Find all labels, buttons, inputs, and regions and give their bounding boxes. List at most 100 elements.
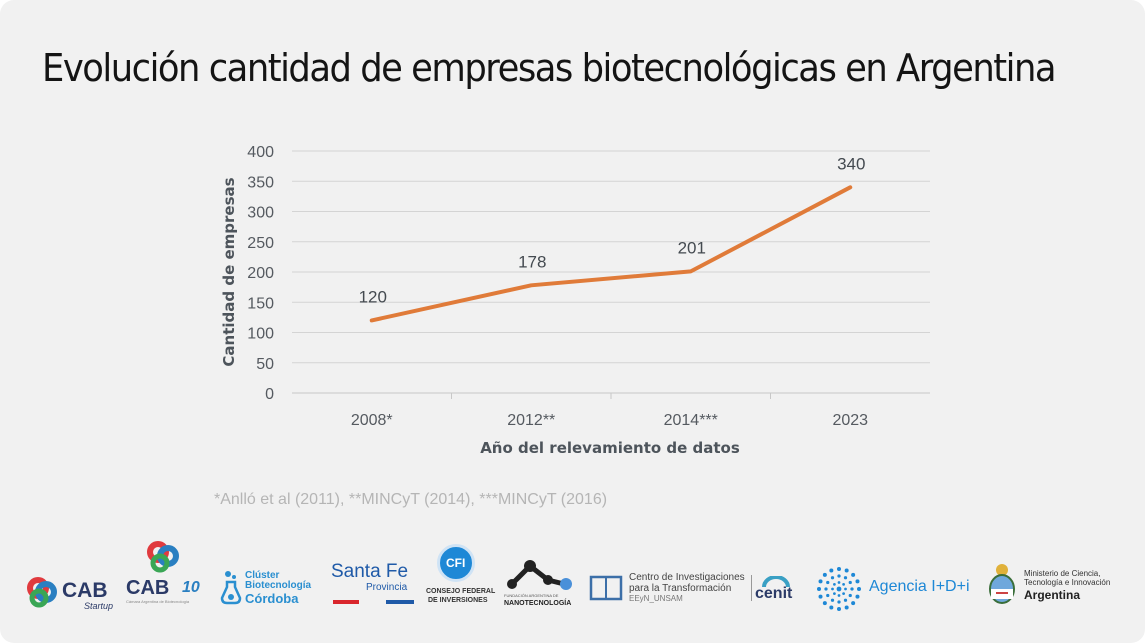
cfi-logo: CFI CONSEJO FEDERAL DE INVERSIONES <box>426 544 495 610</box>
y-tick-label: 200 <box>247 265 274 282</box>
agencia-dot <box>842 583 845 586</box>
agencia-dot <box>850 587 854 591</box>
agencia-dot <box>826 593 830 598</box>
y-axis-ticks: 0 50 100 150 200 250 300 350 400 <box>247 144 274 403</box>
ministerio-logo: Ministerio de Ciencia, Tecnología e Inno… <box>986 562 1126 610</box>
data-label: 340 <box>837 154 865 173</box>
y-tick-label: 350 <box>247 174 274 191</box>
sponsor-logos: CAB Startup CAB 10 Cámara Argentina de B… <box>0 538 1145 618</box>
ministerio-line3: Argentina <box>1024 588 1081 602</box>
agencia-dot <box>857 587 861 591</box>
cenit-line3: EEyN_UNSAM <box>629 594 683 603</box>
chart-data-labels: 120 178 201 340 <box>359 154 866 306</box>
chart-series <box>369 185 853 323</box>
agencia-dot <box>848 580 852 585</box>
agencia-dot <box>837 567 841 571</box>
agencia-dot <box>851 572 856 577</box>
cluster-logo: Clúster Biotecnología Córdoba <box>219 570 323 610</box>
x-axis-title: Año del relevamiento de datos <box>480 439 740 457</box>
cenit-divider <box>751 575 752 601</box>
y-tick-label: 0 <box>265 386 274 403</box>
cluster-line2: Biotecnología <box>245 580 312 591</box>
y-tick-label: 150 <box>247 295 274 312</box>
agencia-dot <box>818 594 823 599</box>
x-axis-ticks: 2008* 2012** 2014*** 2023 <box>351 393 868 429</box>
agencia-dot <box>836 586 842 592</box>
cenit-line2: para la Transformación <box>629 583 732 594</box>
agencia-dot <box>837 607 841 611</box>
agencia-dot <box>837 574 841 578</box>
y-tick-label: 300 <box>247 205 274 222</box>
flask-icon <box>220 571 242 605</box>
agencia-dot <box>843 576 848 580</box>
data-point <box>371 319 373 321</box>
agencia-dot <box>830 598 835 602</box>
santa-fe-stripe-blue <box>386 600 414 604</box>
santa-fe-line2: Provincia <box>366 582 408 593</box>
data-point <box>690 270 692 272</box>
agencia-dot <box>824 587 828 591</box>
santa-fe-line1: Santa Fe <box>331 561 409 582</box>
cenit-line1: Centro de Investigaciones <box>629 572 745 583</box>
nanotec-icon <box>507 560 572 590</box>
data-label: 201 <box>678 238 706 257</box>
source-note: *Anlló et al (2011), **MINCyT (2014), **… <box>214 491 608 508</box>
agencia-dot <box>844 568 849 573</box>
agencia-dot <box>826 580 830 585</box>
agencia-dot <box>829 605 834 610</box>
agencia-dots-icon <box>817 567 861 611</box>
data-label: 120 <box>359 287 387 306</box>
coat-of-arms-icon <box>989 564 1015 604</box>
book-icon <box>589 575 623 601</box>
agencia-dot <box>844 587 847 591</box>
cab-10-badge: 10 <box>182 579 200 596</box>
y-axis-title: Cantidad de empresas <box>220 177 238 366</box>
data-point <box>849 186 851 188</box>
cenit-logo: Centro de Investigaciones para la Transf… <box>589 572 804 612</box>
cfi-line2: DE INVERSIONES <box>428 597 488 604</box>
cab-startup-logo: CAB Startup <box>26 574 118 614</box>
cfi-badge: CFI <box>437 544 475 582</box>
agencia-dot <box>833 592 836 595</box>
data-label: 178 <box>518 252 546 271</box>
agencia-dot <box>855 594 860 599</box>
cluster-line3: Córdoba <box>245 591 299 606</box>
cab-10-sub: Cámara Argentina de Biotecnología <box>126 599 190 604</box>
agencia-logo: Agencia I+D+i <box>816 566 976 612</box>
cluster-line1: Clúster <box>245 570 280 581</box>
slide-title: Evolución cantidad de empresas biotecnol… <box>42 46 1057 90</box>
chart-gridlines <box>292 150 930 394</box>
x-tick-label: 2023 <box>832 412 868 429</box>
cfi-line1: CONSEJO FEDERAL <box>426 588 496 595</box>
x-tick-label: 2014*** <box>664 412 718 429</box>
cab-startup-main: CAB <box>62 579 108 602</box>
agencia-dot <box>855 579 860 584</box>
ministerio-line1: Ministerio de Ciencia, <box>1024 569 1101 578</box>
y-tick-label: 250 <box>247 235 274 252</box>
data-point <box>530 284 532 286</box>
agencia-dot <box>837 581 841 584</box>
cenit-arc-icon <box>762 576 790 588</box>
cenit-brand: cenit <box>755 585 793 602</box>
agencia-dot <box>843 598 848 602</box>
nanotec-line2: NANOTECNOLOGÍA <box>504 600 572 607</box>
agencia-label: Agencia I+D+i <box>869 578 970 595</box>
agencia-dot <box>837 600 841 604</box>
agencia-dot <box>837 594 841 597</box>
santa-fe-logo: Santa Fe Provincia <box>330 562 420 608</box>
cab-10-logo: CAB 10 Cámara Argentina de Biotecnología <box>124 540 214 610</box>
agencia-dot <box>844 605 849 610</box>
cab-startup-icon <box>27 577 57 608</box>
agencia-dot <box>842 592 845 595</box>
x-tick-label: 2008* <box>351 412 393 429</box>
nanotec-line1: FUNDACIÓN ARGENTINA DE <box>504 593 559 598</box>
santa-fe-stripe-red <box>333 600 359 604</box>
agencia-dot <box>829 568 834 573</box>
cab-10-icon <box>147 541 179 573</box>
y-tick-label: 400 <box>247 144 274 161</box>
cab-10-main: CAB <box>126 577 170 599</box>
agencia-dot <box>833 583 836 586</box>
cab-startup-sub: Startup <box>84 601 114 611</box>
